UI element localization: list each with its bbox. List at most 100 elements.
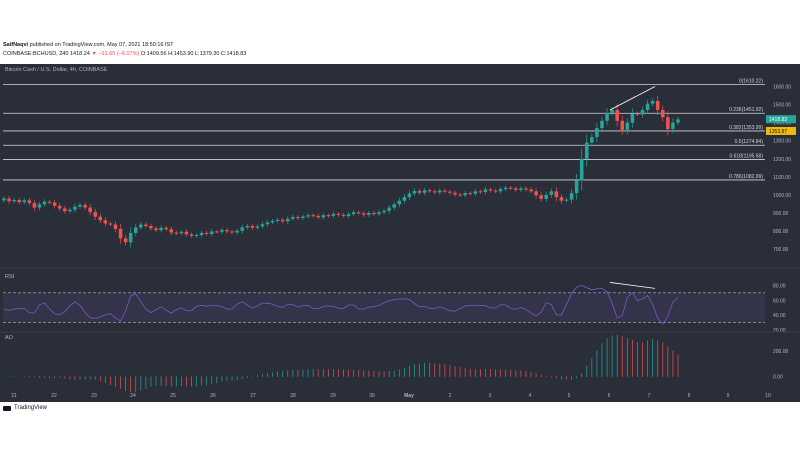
candle-body (78, 204, 82, 207)
candle-body (260, 224, 265, 227)
candle-body (514, 188, 518, 190)
candle-body (93, 212, 97, 217)
fib-price-tag (766, 126, 796, 135)
candle-body (392, 204, 396, 208)
rsi-tick-label: 40.00 (773, 313, 786, 319)
candle-body (534, 191, 538, 196)
x-tick-label: 22 (51, 393, 57, 399)
x-tick-label: 30 (369, 393, 375, 399)
candle-body (427, 190, 432, 192)
candle-body (311, 215, 315, 217)
x-tick-label: 5 (568, 393, 571, 399)
candle-body (463, 193, 467, 196)
candle-body (291, 216, 295, 219)
price-tick-label: 800.00 (773, 229, 789, 235)
x-tick-label: 24 (130, 393, 136, 399)
candle-body (189, 234, 194, 236)
price-tick-label: 1300.00 (773, 139, 791, 145)
candle-body (529, 189, 533, 192)
price-change: ▼ −91.65 (−6.07%) (91, 51, 140, 57)
rsi-band (3, 292, 765, 323)
candle-body (225, 229, 229, 232)
candle-body (432, 191, 437, 193)
price-divergence-line (609, 86, 656, 111)
publish-info: SaifNaqvi published on TradingView.com, … (3, 42, 174, 48)
footer: TradingView (0, 402, 800, 416)
candle-body (210, 231, 214, 234)
price-tick-label: 1400.00 (773, 121, 791, 127)
fib-price-value: 1353.87 (769, 129, 787, 135)
candle-body (250, 226, 255, 228)
candle-body (270, 220, 275, 223)
chart-panel[interactable]: Bitcoin Cash / U.S. Dollar, 4h, COINBASE… (0, 64, 800, 402)
candle-body (88, 207, 92, 213)
candle-body (174, 232, 179, 234)
chart-title: Bitcoin Cash / U.S. Dollar, 4h, COINBASE (5, 67, 108, 73)
candle-body (17, 199, 21, 203)
candle-body (286, 218, 290, 222)
candle-body (579, 158, 584, 181)
fib-level-label: 0.618(1195.68) (729, 154, 763, 160)
candle-body (341, 214, 346, 216)
candle-body (331, 213, 336, 216)
candle-body (149, 226, 153, 229)
candle-body (655, 100, 660, 110)
candle-body (564, 199, 569, 201)
candle-body (103, 220, 108, 224)
candle-body (144, 224, 148, 227)
current-price-tag (766, 115, 796, 124)
candle-body (199, 232, 204, 236)
candle-body (12, 199, 16, 202)
chart-svg[interactable]: Bitcoin Cash / U.S. Dollar, 4h, COINBASE… (0, 64, 800, 402)
x-tick-label: 29 (330, 393, 336, 399)
tradingview-brand: TradingView (3, 405, 47, 411)
price-tick-label: 1500.00 (773, 103, 791, 109)
candle-body (412, 190, 417, 194)
candle-body (235, 230, 239, 233)
x-tick-label: 28 (290, 393, 296, 399)
x-tick-label: May (404, 393, 414, 399)
candle-body (52, 202, 57, 206)
candle-body (468, 193, 472, 195)
candle-body (306, 215, 310, 217)
candle-body (590, 137, 594, 143)
candle-body (32, 203, 37, 208)
ao-label: AO (5, 335, 14, 341)
candle-body (438, 190, 442, 193)
candle-body (63, 208, 67, 212)
candle-body (600, 120, 604, 129)
price-tick-label: 900.00 (773, 211, 789, 217)
candle-body (569, 193, 574, 200)
candle-body (240, 227, 244, 231)
x-tick-label: 26 (210, 393, 216, 399)
rsi-tick-label: 60.00 (773, 298, 786, 304)
candle-body (296, 216, 300, 219)
candle-body (443, 190, 447, 192)
candle-body (605, 113, 609, 121)
tradingview-logo-icon (3, 405, 11, 411)
candle-body (255, 226, 260, 228)
x-tick-label: 25 (170, 393, 176, 399)
candle-body (539, 195, 543, 199)
candle-body (382, 210, 386, 213)
candle-body (448, 191, 452, 193)
candle-body (595, 128, 599, 138)
tradingview-brand-label: TradingView (14, 405, 48, 411)
x-tick-label: 27 (250, 393, 256, 399)
x-tick-label: 3 (489, 393, 492, 399)
candle-body (301, 216, 305, 219)
x-tick-label: 21 (11, 393, 17, 399)
candle-body (498, 189, 503, 192)
candle-body (164, 227, 168, 230)
candle-body (356, 212, 361, 214)
candle-body (508, 187, 513, 189)
candle-body (503, 187, 508, 190)
candle-body (362, 213, 366, 215)
current-price-value: 1418.83 (769, 117, 787, 123)
price-tick-label: 1600.00 (773, 84, 791, 90)
chart-header: SaifNaqvi published on TradingView.com, … (0, 38, 800, 64)
candle-body (7, 198, 11, 202)
candle-body (194, 235, 199, 237)
published-line: published on TradingView.com, May 07, 20… (29, 42, 174, 48)
candle-body (625, 122, 630, 130)
